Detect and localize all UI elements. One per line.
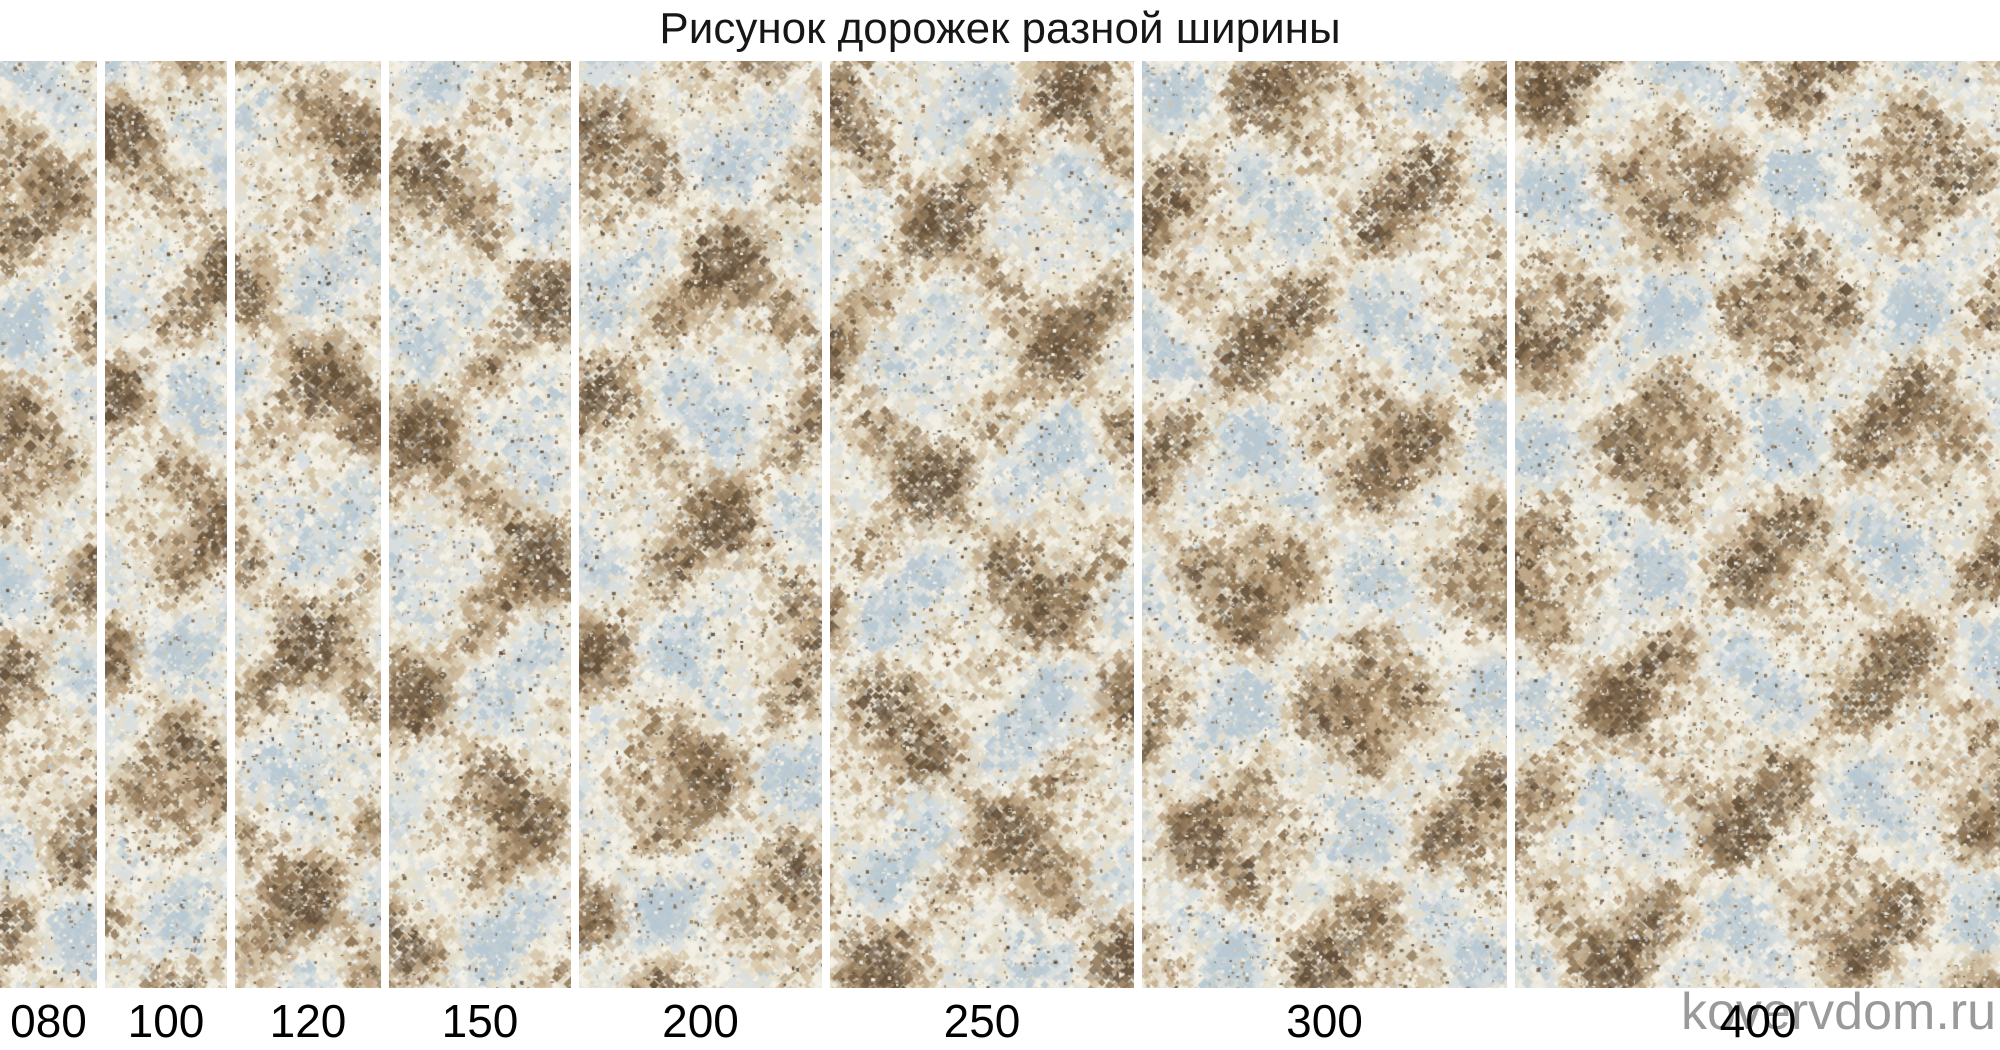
carpet-texture <box>105 61 227 988</box>
carpet-texture <box>235 61 381 988</box>
width-label: 300 <box>1286 995 1363 1047</box>
carpet-texture <box>0 61 97 988</box>
width-label: 120 <box>269 995 347 1047</box>
width-label: 250 <box>943 995 1021 1047</box>
width-label: 080 <box>10 995 87 1047</box>
width-label: 150 <box>441 995 519 1047</box>
watermark: kovervdom.ru <box>1681 983 1996 1041</box>
runner-strip-080: 080 <box>0 61 97 1050</box>
runner-strip-250: 250 <box>830 61 1134 1050</box>
width-label: 100 <box>127 995 205 1047</box>
carpet-texture <box>1142 61 1507 988</box>
page-title: Рисунок дорожек разной ширины <box>659 4 1341 53</box>
runner-strip-150: 150 <box>389 61 571 1050</box>
runner-strips: 080 100 120 150 200 250 300 400 <box>0 61 2000 1050</box>
runner-strip-400: 400 <box>1515 61 2000 1050</box>
runner-strip-120: 120 <box>235 61 381 1050</box>
carpet-texture <box>389 61 571 988</box>
carpet-texture <box>1515 61 2000 988</box>
carpet-texture <box>579 61 822 988</box>
runner-strip-300: 300 <box>1142 61 1507 1050</box>
runner-strip-200: 200 <box>579 61 822 1050</box>
runner-strip-100: 100 <box>105 61 227 1050</box>
carpet-texture <box>830 61 1134 988</box>
width-label: 200 <box>662 995 739 1047</box>
width-label: 400 <box>1719 995 1797 1047</box>
